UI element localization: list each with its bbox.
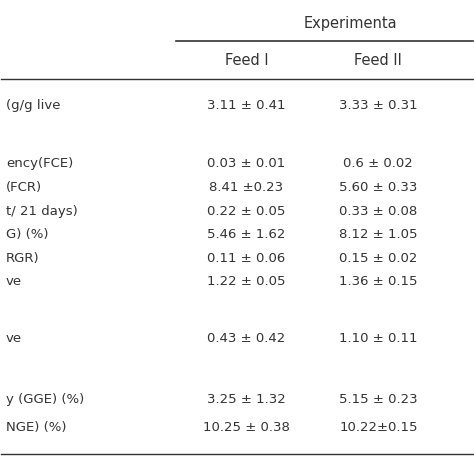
Text: 0.22 ± 0.05: 0.22 ± 0.05	[207, 205, 286, 218]
Text: ency(FCE): ency(FCE)	[6, 157, 73, 171]
Text: RGR): RGR)	[6, 252, 40, 264]
Text: NGE) (%): NGE) (%)	[6, 421, 67, 434]
Text: 0.03 ± 0.01: 0.03 ± 0.01	[207, 157, 285, 171]
Text: 5.46 ± 1.62: 5.46 ± 1.62	[207, 228, 286, 241]
Text: 3.11 ± 0.41: 3.11 ± 0.41	[207, 99, 286, 111]
Text: 5.60 ± 0.33: 5.60 ± 0.33	[339, 181, 418, 194]
Text: (FCR): (FCR)	[6, 181, 42, 194]
Text: Feed II: Feed II	[355, 53, 402, 68]
Text: 0.11 ± 0.06: 0.11 ± 0.06	[207, 252, 285, 264]
Text: 1.36 ± 0.15: 1.36 ± 0.15	[339, 275, 418, 288]
Text: 0.15 ± 0.02: 0.15 ± 0.02	[339, 252, 418, 264]
Text: G) (%): G) (%)	[6, 228, 49, 241]
Text: 1.22 ± 0.05: 1.22 ± 0.05	[207, 275, 286, 288]
Text: 0.43 ± 0.42: 0.43 ± 0.42	[207, 332, 285, 345]
Text: 3.33 ± 0.31: 3.33 ± 0.31	[339, 99, 418, 111]
Text: ve: ve	[6, 275, 22, 288]
Text: y (GGE) (%): y (GGE) (%)	[6, 393, 84, 406]
Text: 3.25 ± 1.32: 3.25 ± 1.32	[207, 393, 286, 406]
Text: Feed I: Feed I	[225, 53, 268, 68]
Text: t/ 21 days): t/ 21 days)	[6, 205, 78, 218]
Text: 8.12 ± 1.05: 8.12 ± 1.05	[339, 228, 418, 241]
Text: Experimenta: Experimenta	[303, 16, 397, 30]
Text: 0.33 ± 0.08: 0.33 ± 0.08	[339, 205, 418, 218]
Text: 10.25 ± 0.38: 10.25 ± 0.38	[203, 421, 290, 434]
Text: ve: ve	[6, 332, 22, 345]
Text: (g/g live: (g/g live	[6, 99, 61, 111]
Text: 0.6 ± 0.02: 0.6 ± 0.02	[344, 157, 413, 171]
Text: 10.22±0.15: 10.22±0.15	[339, 421, 418, 434]
Text: 1.10 ± 0.11: 1.10 ± 0.11	[339, 332, 418, 345]
Text: 8.41 ±0.23: 8.41 ±0.23	[210, 181, 283, 194]
Text: 5.15 ± 0.23: 5.15 ± 0.23	[339, 393, 418, 406]
